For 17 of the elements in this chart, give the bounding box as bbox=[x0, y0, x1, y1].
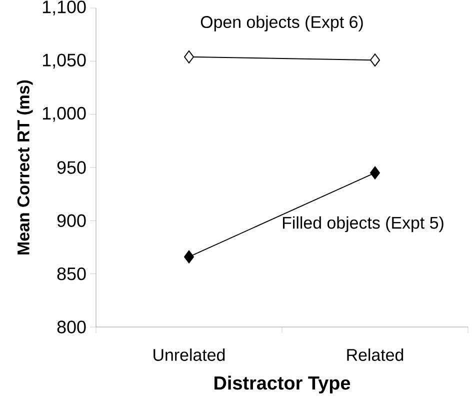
y-tick-label: 1,050 bbox=[42, 54, 86, 69]
point bbox=[370, 54, 380, 67]
x-tick-label: Unrelated bbox=[154, 348, 225, 361]
y-tick-label: 800 bbox=[57, 320, 86, 334]
y-tick-label: 850 bbox=[57, 267, 86, 280]
y-tick-label: 900 bbox=[57, 214, 86, 228]
y-tick-label: 1,000 bbox=[42, 106, 86, 122]
y-tick-label: 1,100 bbox=[42, 0, 86, 16]
point bbox=[184, 50, 194, 64]
point bbox=[184, 250, 194, 264]
x-axis-title: Distractor Type bbox=[214, 376, 350, 394]
x-tick-label: Related bbox=[347, 348, 404, 361]
y-tick-label: 950 bbox=[57, 161, 86, 174]
series-label: Filled objects (Expt 5) bbox=[282, 216, 444, 232]
y-axis-title: Mean Correct RT (ms) bbox=[16, 80, 33, 254]
series-label: Open objects (Expt 6) bbox=[200, 16, 363, 32]
point bbox=[370, 166, 380, 180]
